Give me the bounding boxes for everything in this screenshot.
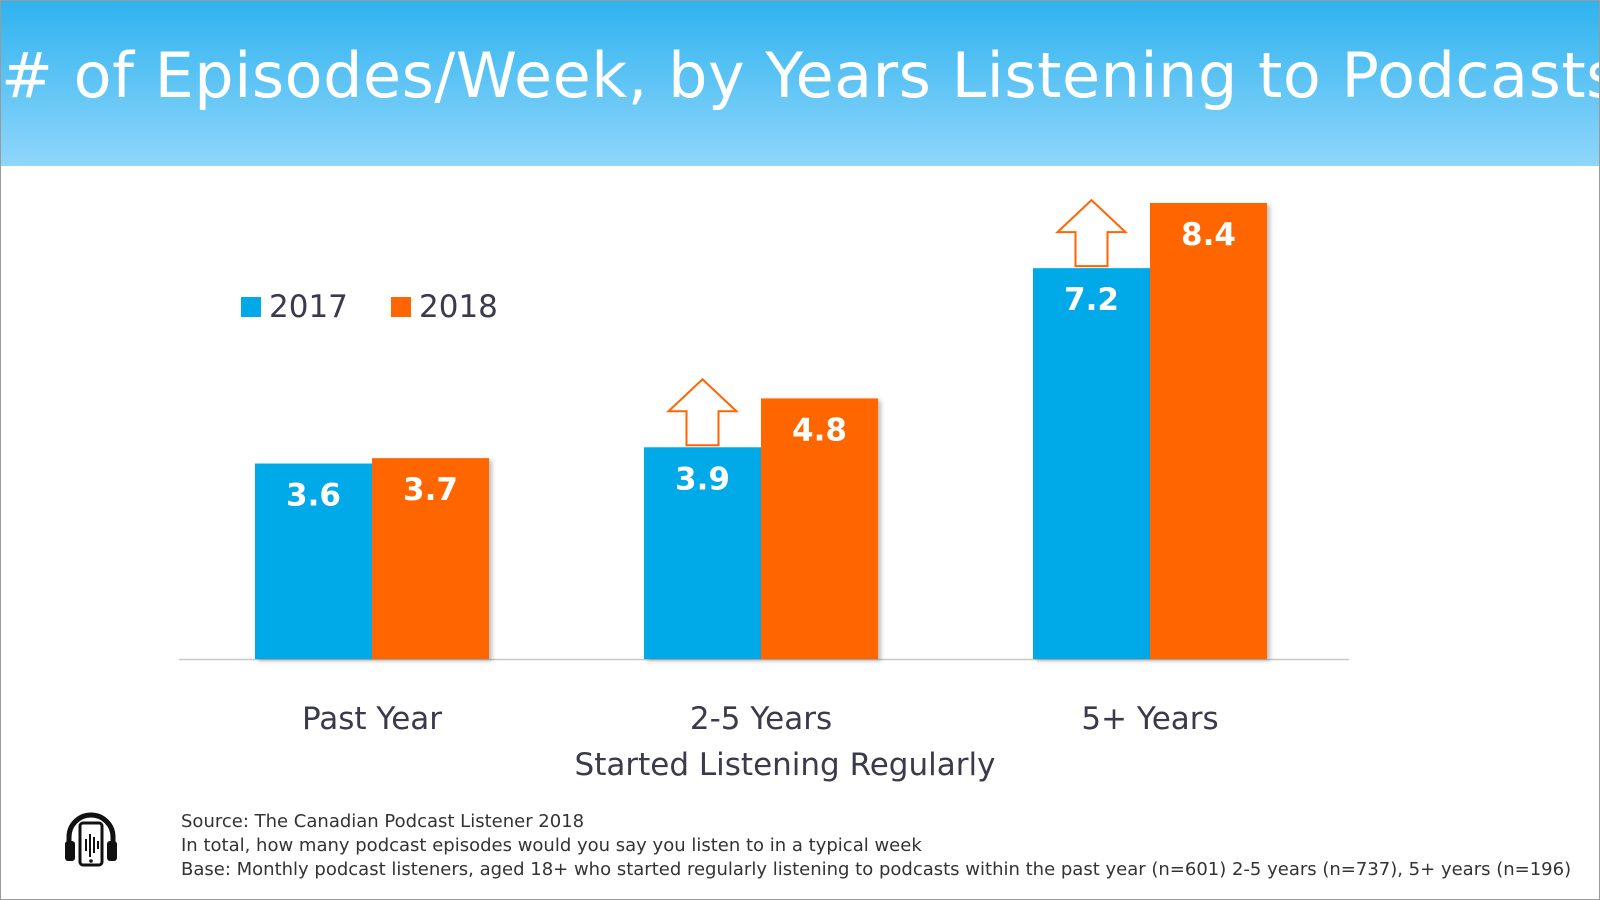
up-arrow-icon: [1054, 198, 1129, 268]
source-note: Source: The Canadian Podcast Listener 20…: [181, 811, 585, 832]
headphones-phone-icon: [65, 812, 117, 867]
question-note: In total, how many podcast episodes woul…: [181, 835, 922, 856]
data-label: 3.7: [403, 472, 458, 508]
bar-2017-0: [255, 463, 372, 659]
legend-label-2018: 2018: [419, 289, 498, 325]
page-title: # of Episodes/Week, by Years Listening t…: [1, 39, 1600, 112]
data-label: 4.8: [792, 412, 847, 448]
bar-2017-2: [1033, 268, 1150, 659]
bar-2017-1: [644, 447, 761, 659]
legend-label-2017: 2017: [269, 289, 348, 325]
x-tick-label: 5+ Years: [1081, 701, 1218, 737]
legend-swatch-2018: [391, 297, 411, 317]
data-label: 7.2: [1064, 282, 1119, 318]
x-tick-label: Past Year: [302, 701, 442, 737]
title-banner: # of Episodes/Week, by Years Listening t…: [1, 1, 1599, 166]
legend-swatch-2017: [241, 297, 261, 317]
bar-2018-0: [372, 458, 489, 659]
bar-2018-2: [1150, 203, 1267, 659]
up-arrow-icon: [665, 377, 740, 447]
data-label: 3.6: [286, 478, 341, 514]
data-label: 3.9: [675, 461, 730, 497]
base-note: Base: Monthly podcast listeners, aged 18…: [181, 859, 1572, 880]
data-label: 8.4: [1181, 217, 1236, 253]
x-axis-title: Started Listening Regularly: [575, 747, 996, 783]
x-tick-label: 2-5 Years: [690, 701, 832, 737]
bar-2018-1: [761, 398, 878, 659]
